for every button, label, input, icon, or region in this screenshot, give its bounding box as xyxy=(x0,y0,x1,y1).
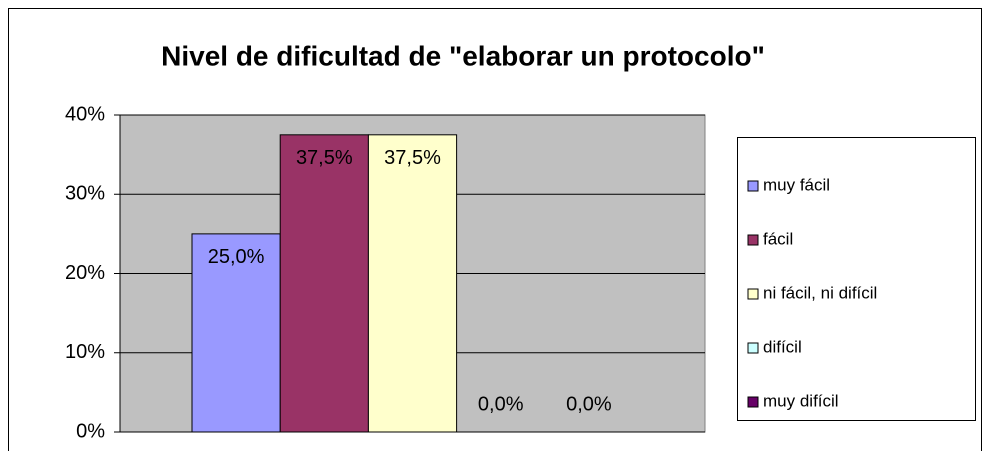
legend-swatch xyxy=(747,234,759,246)
bar xyxy=(279,134,369,433)
data-label: 37,5% xyxy=(384,147,441,169)
y-tick-label: 20% xyxy=(65,262,105,284)
y-tick-label: 10% xyxy=(65,341,105,363)
data-label: 0,0% xyxy=(566,393,612,415)
data-label: 25,0% xyxy=(208,246,265,268)
y-tick-label: 40% xyxy=(65,103,105,125)
legend-swatch xyxy=(747,180,759,192)
legend-label: fácil xyxy=(763,229,793,248)
legend-label: muy fácil xyxy=(763,175,830,194)
bar xyxy=(367,134,458,433)
legend-swatch xyxy=(747,288,759,300)
legend-label: difícil xyxy=(763,337,802,356)
legend-swatch xyxy=(747,396,759,408)
legend-label: ni fácil, ni difícil xyxy=(763,283,877,302)
legend-label: muy difícil xyxy=(763,391,839,410)
data-label: 37,5% xyxy=(296,147,353,169)
legend-swatch xyxy=(747,342,759,354)
y-tick-label: 0% xyxy=(76,420,105,442)
chart-title: Nivel de dificultad de "elaborar un prot… xyxy=(161,40,765,71)
y-tick-label: 30% xyxy=(65,183,105,205)
bar xyxy=(191,233,281,433)
legend-box xyxy=(737,137,976,421)
data-label: 0,0% xyxy=(478,393,524,415)
